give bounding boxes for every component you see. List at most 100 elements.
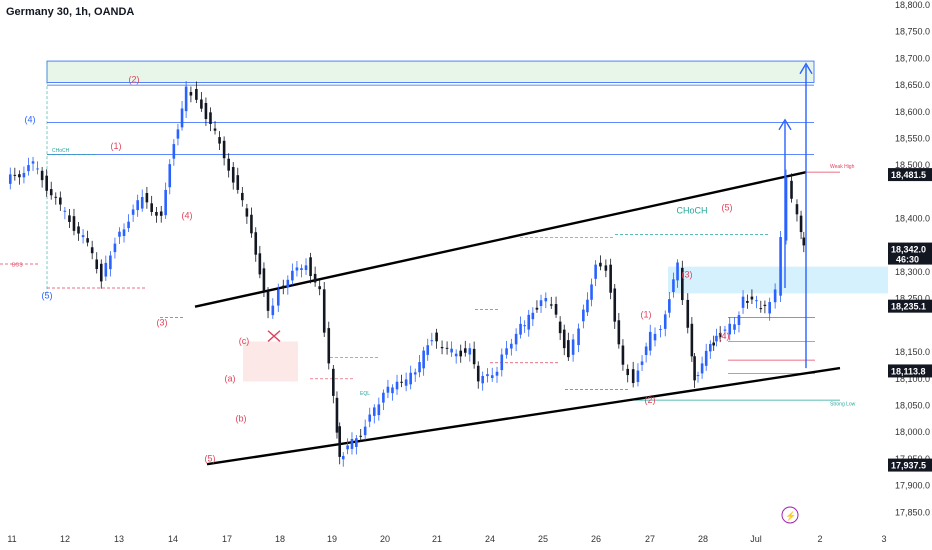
candle-body — [72, 216, 76, 231]
candle-body — [291, 270, 294, 281]
candle-body — [500, 354, 504, 371]
x-tick-label: 11 — [7, 534, 16, 544]
candle-body — [13, 174, 17, 176]
candle-body — [590, 284, 593, 300]
candle-body — [577, 328, 580, 346]
candle-body — [737, 315, 741, 325]
y-tick-label: 18,700.0 — [895, 53, 930, 63]
candle-body — [586, 299, 589, 313]
candle-body — [519, 323, 522, 335]
candle-body — [631, 369, 635, 384]
candle-body — [712, 342, 716, 346]
candle-body — [510, 343, 513, 349]
candle-body — [728, 323, 732, 335]
y-tick-label: 18,550.0 — [895, 134, 930, 144]
candle-body — [663, 314, 667, 329]
candle-body — [8, 174, 12, 184]
wave-label: (2) — [129, 74, 140, 84]
candle-body — [562, 329, 566, 349]
candle-body — [59, 197, 62, 205]
candle-body — [505, 348, 508, 355]
channel-upper-line — [194, 170, 807, 308]
projection-arrow-1-head — [778, 118, 792, 131]
candle-body — [686, 299, 690, 328]
candle-body — [395, 381, 399, 390]
candle-body — [155, 211, 158, 216]
candle-body — [681, 267, 684, 301]
candle-body — [594, 264, 597, 279]
candle-body — [795, 204, 799, 215]
wave-label: (1) — [641, 309, 652, 319]
candle-body — [558, 321, 562, 334]
candle-body — [95, 259, 99, 270]
candle-body — [109, 255, 112, 270]
candle-body — [481, 375, 484, 384]
candle-body — [554, 304, 558, 315]
candle-body — [445, 347, 449, 349]
candle-body — [40, 170, 44, 181]
x-axis: 11 12 13 14 17 18 19 20 21 24 25 26 27 28 Jul 2 3 — [7, 534, 886, 544]
candle-body — [784, 177, 788, 241]
price-box-sub: 46:30 — [896, 255, 919, 265]
price-box — [888, 364, 932, 378]
candle-body — [122, 229, 126, 237]
candle-body — [68, 215, 71, 222]
candle-body — [236, 175, 240, 190]
candle-body — [286, 279, 290, 288]
price-series-layer — [8, 81, 806, 467]
candle-body — [768, 302, 771, 314]
candle-body — [435, 332, 438, 342]
price-box — [888, 299, 932, 313]
x-tick-label: 12 — [60, 534, 70, 544]
candle-body — [644, 346, 648, 356]
candle-body — [159, 211, 163, 216]
candle-body — [204, 102, 208, 120]
x-tick-label: 27 — [645, 534, 655, 544]
candle-body — [413, 372, 417, 375]
price-box — [888, 458, 932, 472]
candle-body — [127, 221, 130, 229]
candle-body — [350, 439, 354, 449]
chart-title: Germany 30, 1h, OANDA — [6, 6, 135, 18]
horizontal-levels-layer — [0, 61, 840, 401]
candle-body — [741, 296, 745, 308]
candle-body — [490, 375, 494, 378]
annotations-layer: (4) (5) (2) (1) (4) (3) (5) (a) (b) (c) (1) (2) (3) (… — [12, 62, 856, 524]
price-box — [888, 242, 932, 265]
candle-body — [696, 375, 700, 377]
candle-body — [145, 192, 149, 203]
candle-body — [355, 438, 358, 447]
candle-body — [704, 350, 708, 366]
y-tick-label: 18,000.0 — [895, 427, 930, 437]
candle-body — [45, 175, 48, 191]
candle-body — [118, 231, 121, 237]
candle-body — [180, 108, 184, 128]
candle-body — [335, 397, 339, 433]
candle-body — [672, 279, 675, 293]
candle-body — [400, 381, 403, 383]
candle-body — [440, 346, 444, 349]
price-box-label: 17,937.5 — [891, 461, 926, 471]
x-tick-label: 20 — [380, 534, 390, 544]
y-tick-label: 18,650.0 — [895, 80, 930, 90]
cross-marker — [267, 330, 281, 342]
zones-layer — [46, 60, 888, 382]
x-tick-label: 18 — [275, 534, 285, 544]
candle-body — [200, 99, 203, 109]
y-tick-label: 18,750.0 — [895, 27, 930, 37]
candle-body — [254, 232, 258, 255]
x-tick-label: 19 — [327, 534, 337, 544]
candle-body — [723, 329, 727, 331]
candle-body — [454, 353, 458, 357]
price-box-label: 18,481.5 — [891, 170, 926, 180]
candle-body — [468, 348, 472, 355]
candle-body — [104, 262, 108, 277]
x-tick-label: 24 — [485, 534, 495, 544]
candle-body — [386, 386, 390, 393]
candle-body — [309, 257, 312, 277]
candle-body — [708, 344, 712, 352]
candle-body — [626, 368, 630, 376]
candle-body — [54, 196, 58, 198]
candle-body — [295, 267, 299, 271]
